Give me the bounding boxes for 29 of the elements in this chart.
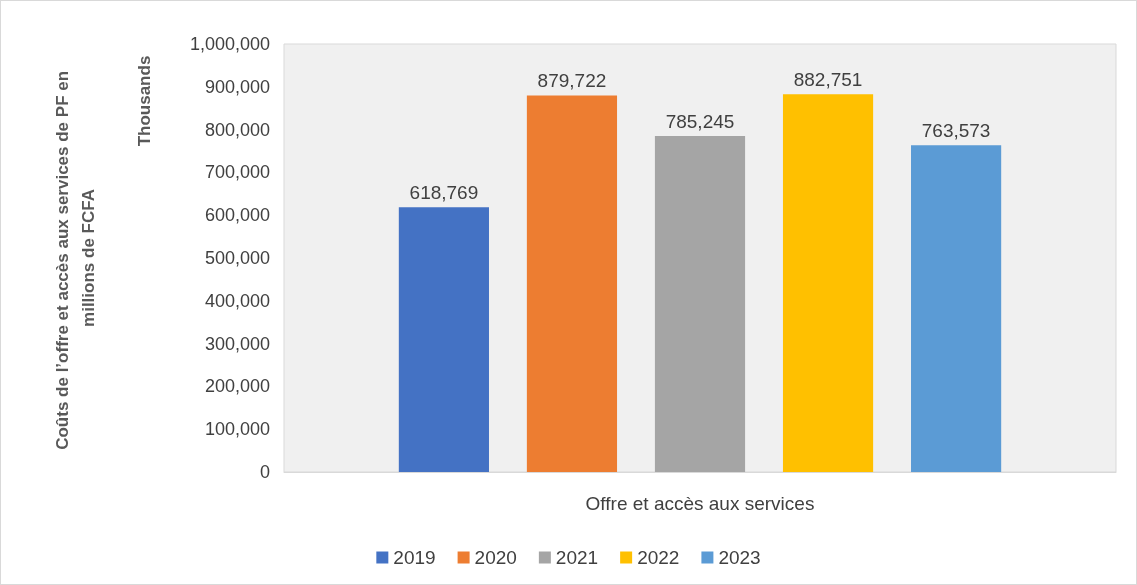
data-label: 618,769 [409, 182, 479, 204]
y-tick-label: 600,000 [204, 205, 270, 226]
y-tick-label: 1,000,000 [189, 34, 270, 54]
y-tick-label: 100,000 [204, 419, 270, 440]
data-label: 882,751 [793, 69, 863, 91]
legend-label: 2022 [637, 547, 680, 568]
x-tick-label: Offre et accès aux services [585, 493, 815, 514]
y-tick-label: 700,000 [204, 162, 270, 183]
bar [526, 95, 618, 472]
legend-label: 2021 [555, 547, 599, 568]
y-tick-label: 0 [259, 462, 270, 482]
bar [911, 145, 1002, 472]
data-label: 785,245 [665, 110, 735, 132]
y-tick-label: 500,000 [204, 248, 270, 268]
data-label: 879,722 [537, 70, 607, 92]
bar [654, 135, 746, 472]
text: Thousands [134, 55, 154, 147]
bar [398, 207, 489, 472]
y-tick-label: 200,000 [204, 376, 270, 397]
y-tick-label: 800,000 [204, 119, 270, 140]
y-tick-label: 300,000 [204, 333, 270, 354]
y-tick-label: 900,000 [204, 76, 270, 97]
legend-label: 2023 [718, 547, 761, 568]
y-tick-label: 400,000 [204, 290, 270, 311]
text: Coûts de l’offre et accès aux services de PF en millions de FCFA [52, 66, 98, 450]
legend-label: 2019 [393, 547, 436, 568]
bar [782, 94, 874, 472]
data-label: 763,573 [921, 120, 991, 142]
legend-label: 2020 [474, 547, 517, 568]
